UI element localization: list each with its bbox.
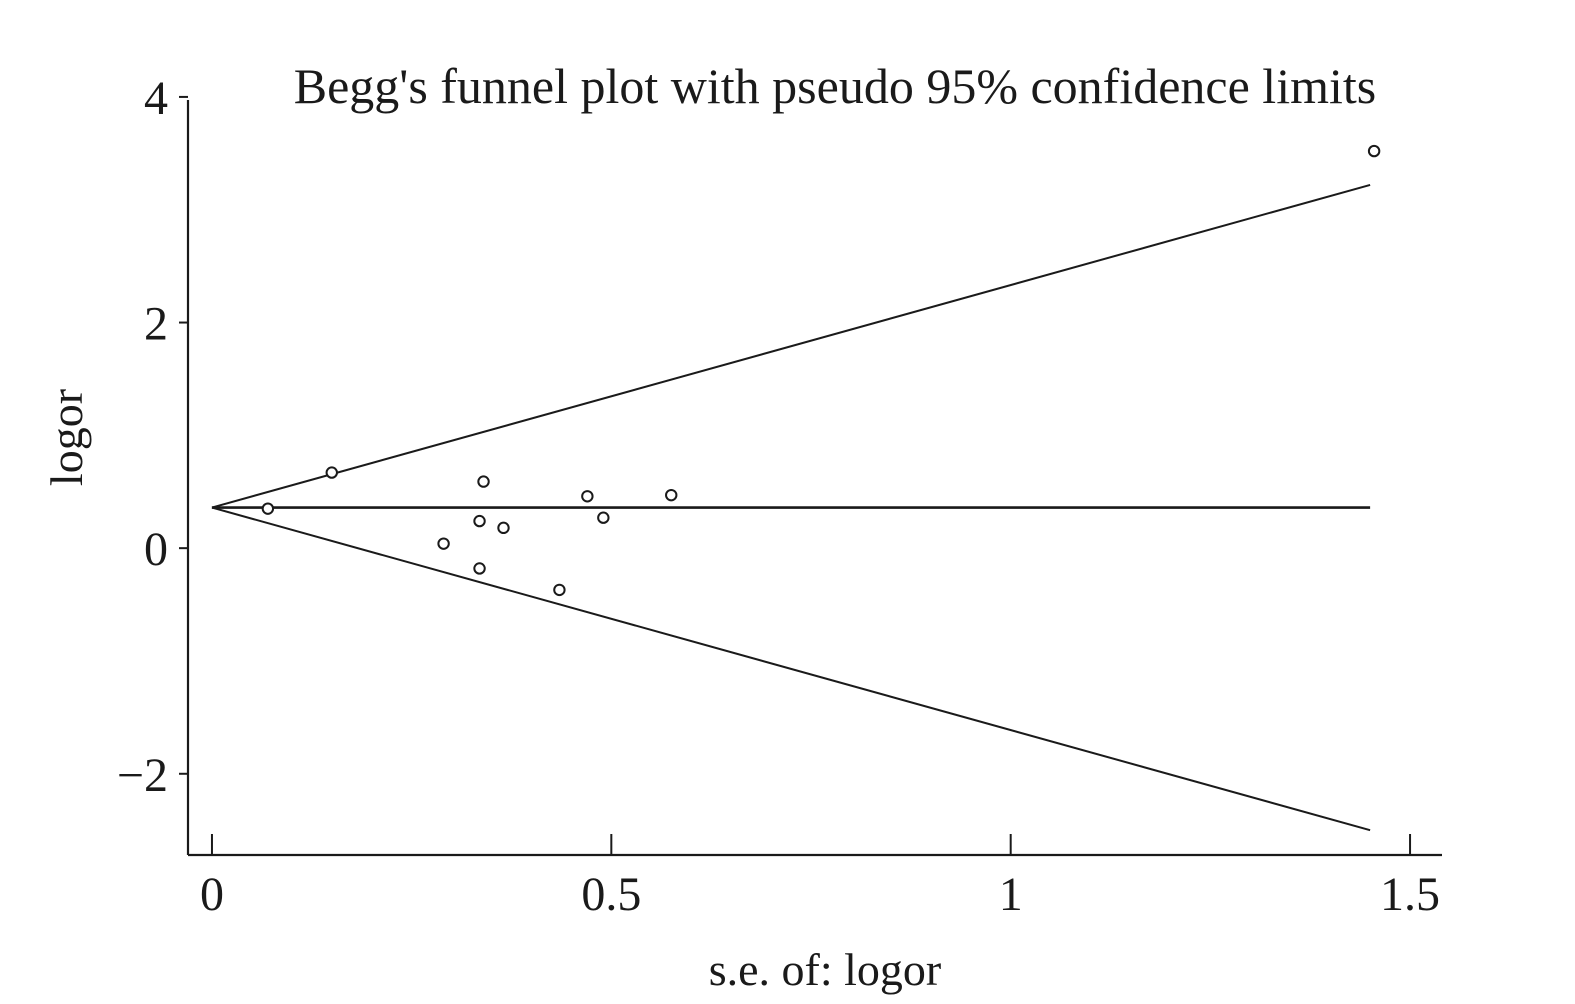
study-point [553,583,566,597]
study-point [473,562,486,575]
study-point [497,521,510,535]
study-point [473,514,486,528]
x-axis-label: s.e. of: logor [709,944,942,995]
funnel-lines [211,183,1371,832]
study-point [261,502,275,515]
study-point [325,466,338,479]
y-tick-label: 0 [144,523,168,576]
study-point [581,490,594,503]
study-point [597,511,610,524]
upper-confidence-limit-line [211,183,1371,509]
y-axis-ticks: −2 0 2 4 [117,72,188,802]
y-tick-label: 2 [144,298,168,351]
y-tick-label: 4 [144,72,168,125]
chart-title: Begg's funnel plot with pseudo 95% confi… [294,58,1376,114]
x-tick-label: 0 [200,868,224,921]
study-points [261,144,1381,597]
y-tick-label: −2 [117,749,168,802]
y-axis-label: logor [41,389,92,486]
study-point [665,488,678,502]
study-point [477,475,490,488]
study-point [1367,144,1381,158]
x-tick-label: 0.5 [581,868,641,921]
x-tick-label: 1.5 [1380,868,1440,921]
lower-confidence-limit-line [211,506,1371,832]
x-axis-ticks: 0 0.5 1 1.5 [200,834,1440,921]
study-point [437,537,450,550]
x-tick-label: 1 [999,868,1023,921]
